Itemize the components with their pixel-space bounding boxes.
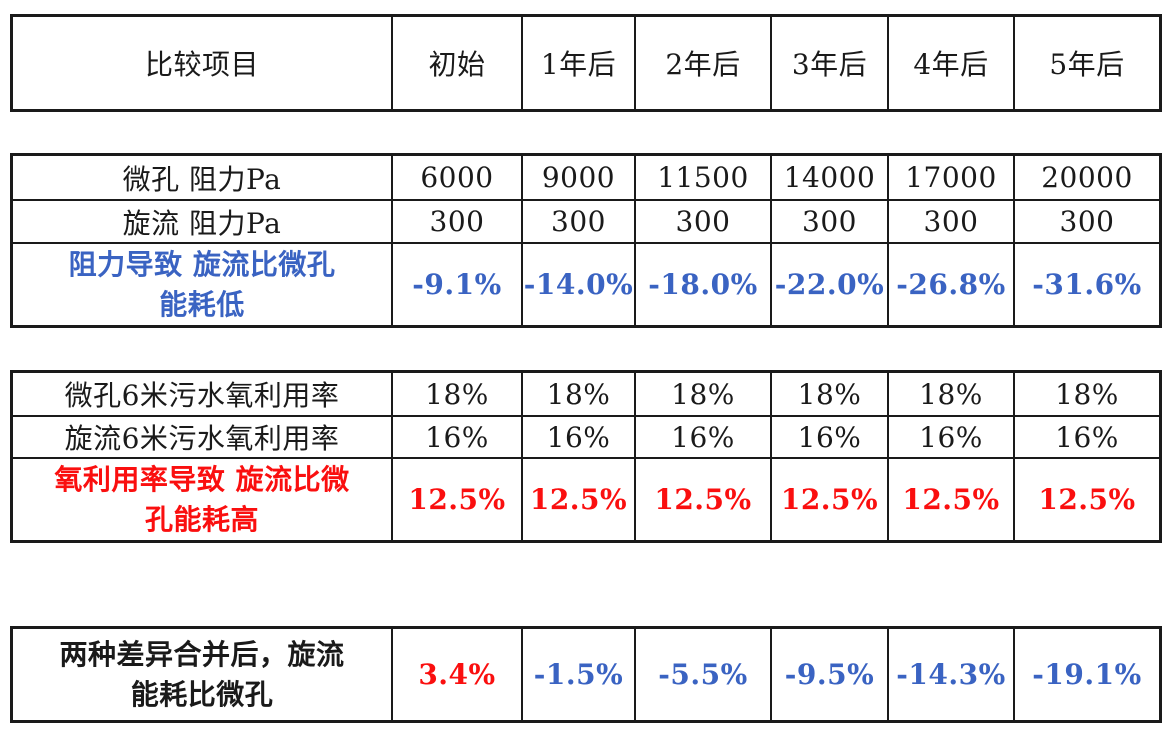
combined-diff-value: -14.3% bbox=[887, 629, 1013, 720]
resistance-table: 微孔 阻力Pa 6000 9000 11500 14000 17000 2000… bbox=[10, 153, 1162, 328]
cyclone-resistance-value: 300 bbox=[634, 199, 770, 242]
resistance-diff-value: -26.8% bbox=[887, 242, 1013, 325]
resistance-diff-label: 阻力导致 旋流比微孔 能耗低 bbox=[13, 242, 391, 325]
oxygen-diff-value: 12.5% bbox=[521, 457, 634, 540]
oxygen-diff-value: 12.5% bbox=[770, 457, 887, 540]
combined-diff-value: 3.4% bbox=[391, 629, 521, 720]
oxygen-diff-value: 12.5% bbox=[887, 457, 1013, 540]
micropore-resistance-value: 17000 bbox=[887, 156, 1013, 199]
resistance-diff-label-line1: 阻力导致 旋流比微孔 bbox=[68, 247, 336, 281]
combined-diff-label: 两种差异合并后，旋流 能耗比微孔 bbox=[13, 629, 391, 720]
micropore-oxygen-label: 微孔6米污水氧利用率 bbox=[64, 379, 340, 412]
oxygen-diff-label: 氧利用率导致 旋流比微 孔能耗高 bbox=[13, 457, 391, 540]
micropore-resistance-value: 6000 bbox=[391, 156, 521, 199]
combined-diff-value: -1.5% bbox=[521, 629, 634, 720]
micropore-resistance-value: 20000 bbox=[1013, 156, 1159, 199]
period-header-year5: 5年后 bbox=[1013, 17, 1159, 109]
cyclone-resistance-value: 300 bbox=[391, 199, 521, 242]
cyclone-resistance-value: 300 bbox=[887, 199, 1013, 242]
oxygen-diff-value: 12.5% bbox=[634, 457, 770, 540]
period-header-year2: 2年后 bbox=[634, 17, 770, 109]
resistance-diff-value: -14.0% bbox=[521, 242, 634, 325]
cyclone-oxygen-label: 旋流6米污水氧利用率 bbox=[13, 415, 391, 457]
micropore-resistance-value: 9000 bbox=[521, 156, 634, 199]
oxygen-utilization-table: 微孔6米污水氧利用率 18% 18% 18% 18% 18% 18% 旋流6米污… bbox=[10, 370, 1162, 543]
resistance-diff-value: -18.0% bbox=[634, 242, 770, 325]
resistance-diff-value: -9.1% bbox=[391, 242, 521, 325]
micropore-oxygen-value: 18% bbox=[521, 373, 634, 415]
cyclone-resistance-value: 300 bbox=[1013, 199, 1159, 242]
oxygen-diff-label-line1: 氧利用率导致 旋流比微 bbox=[54, 462, 350, 496]
combined-diff-value: -9.5% bbox=[770, 629, 887, 720]
resistance-diff-label-line2: 能耗低 bbox=[159, 287, 245, 321]
resistance-diff-value: -31.6% bbox=[1013, 242, 1159, 325]
period-header-initial: 初始 bbox=[391, 17, 521, 109]
cyclone-oxygen-value: 16% bbox=[1013, 415, 1159, 457]
period-header-year1: 1年后 bbox=[521, 17, 634, 109]
combined-diff-label-line2: 能耗比微孔 bbox=[130, 677, 274, 711]
micropore-oxygen-value: 18% bbox=[887, 373, 1013, 415]
micropore-oxygen-value: 18% bbox=[391, 373, 521, 415]
comparison-header-table: 比较项目 初始 1年后 2年后 3年后 4年后 5年后 bbox=[10, 14, 1162, 112]
oxygen-diff-label-line2: 孔能耗高 bbox=[144, 502, 259, 536]
combined-diff-value: -19.1% bbox=[1013, 629, 1159, 720]
cyclone-resistance-label: 旋流 阻力Pa bbox=[13, 199, 391, 242]
cyclone-resistance-value: 300 bbox=[770, 199, 887, 242]
cyclone-oxygen-value: 16% bbox=[887, 415, 1013, 457]
micropore-resistance-label: 微孔 阻力Pa bbox=[122, 162, 282, 196]
micropore-oxygen-value: 18% bbox=[634, 373, 770, 415]
resistance-diff-value: -22.0% bbox=[770, 242, 887, 325]
micropore-oxygen-value: 18% bbox=[1013, 373, 1159, 415]
combined-diff-label-line1: 两种差异合并后，旋流 bbox=[59, 637, 345, 671]
micropore-oxygen-value: 18% bbox=[770, 373, 887, 415]
cyclone-oxygen-value: 16% bbox=[521, 415, 634, 457]
micropore-resistance-value: 11500 bbox=[634, 156, 770, 199]
comparison-items-header-cell: 比较项目 bbox=[144, 48, 259, 81]
cyclone-oxygen-value: 16% bbox=[391, 415, 521, 457]
cyclone-oxygen-value: 16% bbox=[770, 415, 887, 457]
combined-diff-value: -5.5% bbox=[634, 629, 770, 720]
combined-difference-table: 两种差异合并后，旋流 能耗比微孔 3.4% -1.5% -5.5% -9.5% … bbox=[10, 626, 1162, 723]
oxygen-diff-value: 12.5% bbox=[1013, 457, 1159, 540]
period-header-year3: 3年后 bbox=[770, 17, 887, 109]
period-header-year4: 4年后 bbox=[887, 17, 1013, 109]
oxygen-diff-value: 12.5% bbox=[391, 457, 521, 540]
cyclone-oxygen-value: 16% bbox=[634, 415, 770, 457]
cyclone-resistance-value: 300 bbox=[521, 199, 634, 242]
micropore-resistance-value: 14000 bbox=[770, 156, 887, 199]
